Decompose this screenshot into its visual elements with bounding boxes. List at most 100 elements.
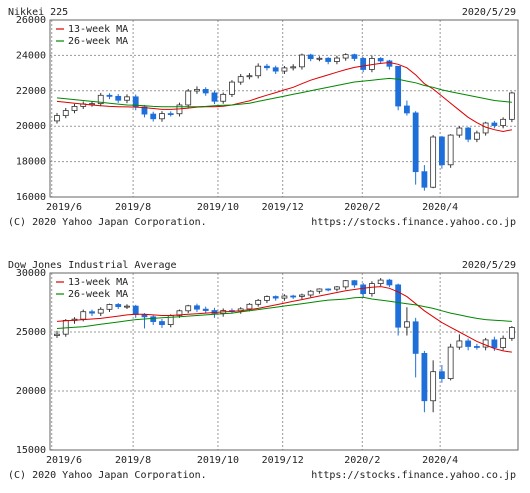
candle-body <box>202 308 209 311</box>
candle-body <box>500 118 507 126</box>
x-tick-label: 2019/12 <box>262 455 304 466</box>
x-tick-label: 2020/2 <box>344 455 380 466</box>
candle-body <box>386 279 393 286</box>
legend-label: 13-week MA <box>68 277 128 288</box>
candle-body <box>185 305 192 312</box>
candle-body <box>447 134 454 166</box>
chart: Dow Jones Industrial Average 2020/5/29 150… <box>8 260 519 481</box>
candle-body <box>281 67 288 72</box>
candle-body <box>194 89 200 92</box>
candle-body <box>264 296 270 301</box>
copyright: (C) 2020 Yahoo Japan Corporation. <box>8 217 207 228</box>
candle-body <box>220 93 227 102</box>
candle-body <box>465 127 472 140</box>
candle-body <box>62 110 69 116</box>
candle-body <box>115 304 122 307</box>
candle-body <box>386 60 393 67</box>
candle-body <box>150 316 157 322</box>
candle-body <box>473 132 480 140</box>
candle-body <box>167 113 174 116</box>
candle-body <box>351 280 358 286</box>
candle-body <box>97 308 104 314</box>
ma-line <box>56 286 512 353</box>
candle-body <box>325 288 332 291</box>
plot-border <box>49 272 519 451</box>
legend-label: 13-week MA <box>68 24 128 35</box>
candle-body <box>132 305 139 315</box>
candle-body <box>491 122 498 126</box>
y-tick-label: 22000 <box>16 86 46 97</box>
candle-body <box>54 115 60 122</box>
candle-body <box>194 305 200 310</box>
candle-body <box>141 106 148 115</box>
x-tick-label: 2020/4 <box>422 202 458 213</box>
y-tick-label: 16000 <box>16 192 46 203</box>
chart: Nikkei 225 2020/5/29 16000 18000 20000 22000 2… <box>8 7 519 228</box>
candle-body <box>325 57 332 62</box>
candle-body <box>508 327 515 339</box>
candle-body <box>290 295 297 298</box>
candle-body <box>202 89 209 94</box>
candle-body <box>377 279 384 284</box>
candle-body <box>456 340 463 348</box>
candle-body <box>307 290 314 296</box>
candle-body <box>430 371 437 402</box>
candle-body <box>342 280 349 288</box>
candle-body <box>500 337 507 348</box>
candle-body <box>264 65 270 69</box>
candle-body <box>438 371 445 379</box>
x-tick-label: 2019/10 <box>197 455 239 466</box>
chart-title: Dow Jones Industrial Average <box>8 260 177 271</box>
candle-body <box>316 288 323 292</box>
candle-body <box>299 294 305 297</box>
candle-body <box>124 305 130 308</box>
candle-body <box>246 75 253 78</box>
candle-body <box>115 95 122 101</box>
ma-line <box>56 77 512 108</box>
candle-body <box>307 54 314 60</box>
chart-date: 2020/5/29 <box>462 260 516 271</box>
x-tick-label: 2019/8 <box>115 202 151 213</box>
candle-body <box>412 112 419 173</box>
candle-body <box>491 339 498 348</box>
y-tick-label: 20000 <box>16 386 46 397</box>
y-tick-label: 25000 <box>16 327 46 338</box>
candle-body <box>351 54 358 59</box>
candle-body <box>395 65 402 107</box>
candle-body <box>246 303 253 310</box>
candle-body <box>456 127 463 136</box>
candle-body <box>255 65 262 77</box>
candle-body <box>150 113 157 120</box>
candle-body <box>421 353 428 402</box>
candle-body <box>508 92 515 120</box>
candle-body <box>54 333 60 336</box>
candle-body <box>229 81 235 95</box>
x-tick-label: 2019/10 <box>197 202 239 213</box>
candle-body <box>124 96 130 101</box>
x-tick-label: 2019/8 <box>115 455 151 466</box>
candle-body <box>71 106 78 111</box>
candle-body <box>465 340 472 347</box>
y-tick-label: 15000 <box>16 445 46 456</box>
candle-body <box>106 304 113 310</box>
candle-body <box>334 57 340 62</box>
candle-body <box>176 310 183 316</box>
y-tick-label: 20000 <box>16 121 46 132</box>
chart-title: Nikkei 225 <box>8 7 68 18</box>
legend-label: 26-week MA <box>68 289 128 300</box>
plot-border <box>49 19 519 198</box>
source: https://stocks.finance.yahoo.co.jp <box>311 217 516 228</box>
candle-body <box>404 321 410 328</box>
candle-body <box>106 94 113 97</box>
candle-body <box>97 94 104 105</box>
candle-body <box>412 321 419 354</box>
chart-date: 2020/5/29 <box>462 7 516 18</box>
candle-body <box>369 283 375 294</box>
y-tick-label: 24000 <box>16 50 46 61</box>
source: https://stocks.finance.yahoo.co.jp <box>311 470 516 481</box>
candle-body <box>159 321 165 325</box>
y-tick-label: 18000 <box>16 157 46 168</box>
candle-body <box>430 136 437 188</box>
candle-body <box>447 346 454 379</box>
candle-body <box>404 105 410 114</box>
